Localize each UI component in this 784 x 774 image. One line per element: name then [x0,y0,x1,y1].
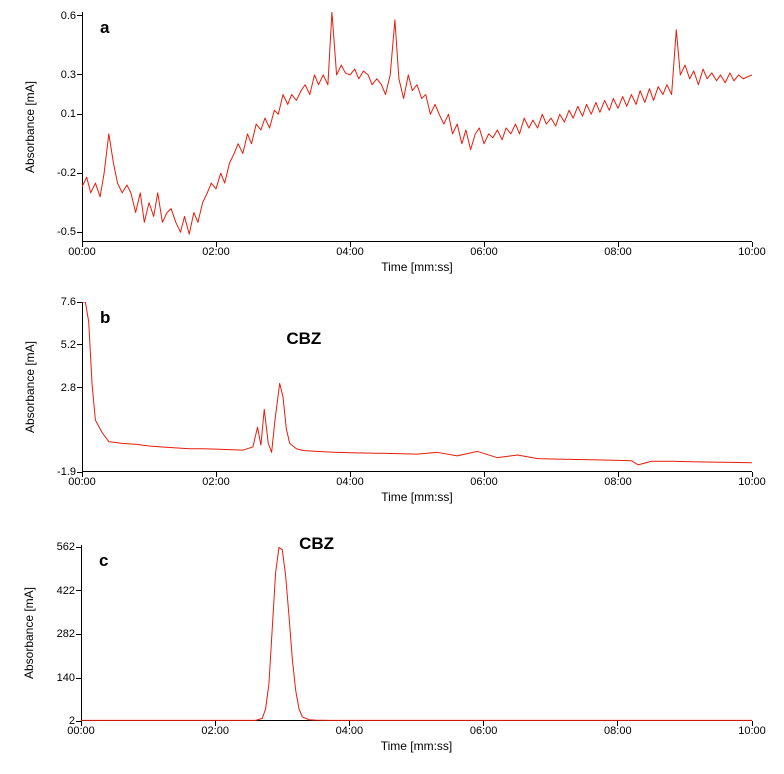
panel_a-ytick-label: 0.1 [61,108,82,120]
panel_b-xtick-label: 04:00 [336,472,364,488]
panel_a-ylabel: Absorbance [mA] [23,81,37,173]
panel_b-xtick-label: 00:00 [68,472,96,488]
panel_b-xtick-label: 10:00 [738,472,766,488]
panel_c-ylabel: Absorbance [mA] [22,587,36,679]
panel_a-xtick-label: 08:00 [604,242,632,258]
panel_b-xtick-label: 02:00 [202,472,230,488]
panel_a-xtick-label: 00:00 [68,242,96,258]
panel_b-ytick-label: 7.6 [61,296,82,308]
panel_a-xtick-label: 06:00 [470,242,498,258]
panel_c-xtick-label: 10:00 [738,721,766,737]
panel_a-plot-area: -0.5-0.20.10.30.600:0002:0004:0006:0008:… [82,12,752,242]
panel_c-xtick-label: 04:00 [336,721,364,737]
panel_c-xlabel: Time [mm:ss] [381,739,453,753]
panel_a-xtick-label: 10:00 [738,242,766,258]
panel_c-xtick-label: 00:00 [67,721,95,737]
panel_a-ytick-label: -0.2 [57,167,82,179]
panel_a-ytick-label: 0.3 [61,69,82,81]
panel_c-ytick-label: 422 [57,585,81,597]
panel_a-xlabel: Time [mm:ss] [381,260,453,274]
panel_a-xtick-label: 04:00 [336,242,364,258]
panel_b-xtick-label: 06:00 [470,472,498,488]
panel_a-letter: a [100,18,109,38]
panel_b-ytick-label: 2.8 [61,382,82,394]
panel_c-ytick-label: 562 [57,541,81,553]
panel_b-plot-area: -1.92.85.27.600:0002:0004:0006:0008:0010… [82,302,752,472]
panel_b-ytick-label: 5.2 [61,339,82,351]
panel_c-ytick-label: 140 [57,672,81,684]
panel_c-trace-svg [81,545,752,721]
panel_c-xtick-label: 06:00 [470,721,498,737]
panel_b-letter: b [100,308,110,328]
panel_a-ytick-label: -0.5 [57,226,82,238]
panel_b-xlabel: Time [mm:ss] [381,490,453,504]
panel_a-xtick-label: 02:00 [202,242,230,258]
panel_c-trace [81,547,752,720]
panel_b-trace-svg [82,302,752,472]
panel_c-xtick-label: 08:00 [604,721,632,737]
panel_a-trace [82,12,752,234]
panel_c-ytick-label: 282 [57,628,81,640]
panel_b-trace [82,302,752,465]
panel_c-plot-area: 214028242256200:0002:0004:0006:0008:0010… [81,545,752,721]
panel_b-xtick-label: 08:00 [604,472,632,488]
panel_a-ytick-label: 0.6 [61,10,82,22]
panel_c-xtick-label: 02:00 [201,721,229,737]
panel_c-letter: c [99,551,108,571]
panel_b-ylabel: Absorbance [mA] [23,341,37,433]
panel_a-trace-svg [82,12,752,242]
